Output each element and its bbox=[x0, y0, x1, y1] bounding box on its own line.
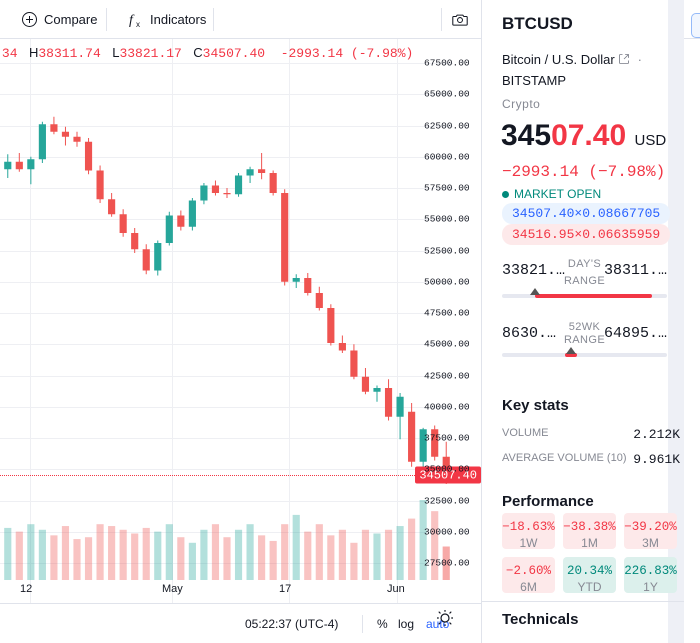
svg-text:x: x bbox=[136, 20, 140, 27]
svg-text:f: f bbox=[129, 13, 135, 27]
